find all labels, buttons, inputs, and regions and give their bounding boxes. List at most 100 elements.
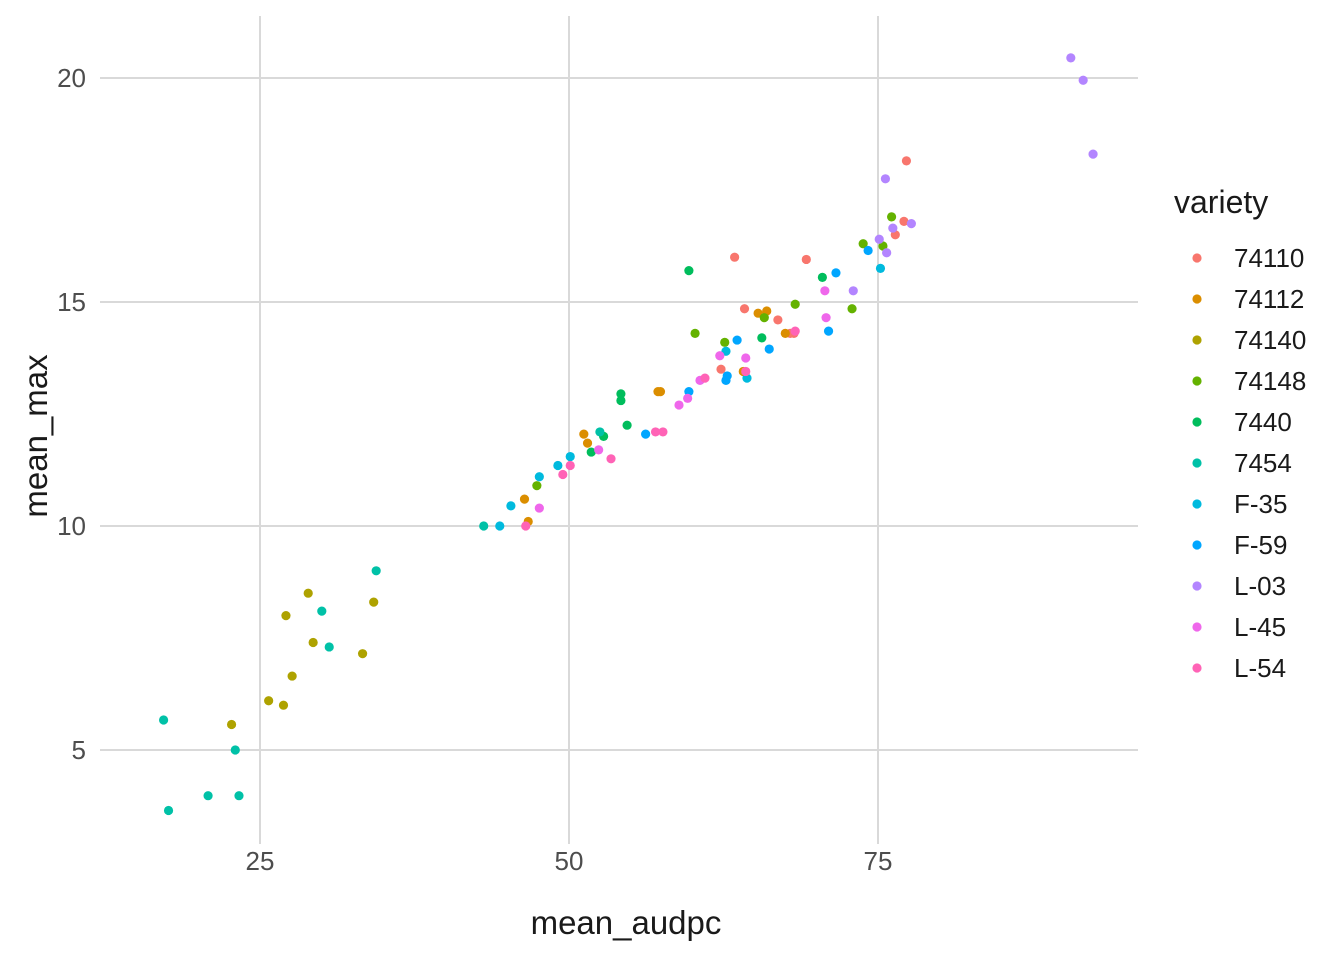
legend-key	[1192, 540, 1202, 550]
data-point	[369, 597, 379, 607]
data-point	[594, 445, 604, 455]
data-point	[616, 395, 626, 406]
data-point	[658, 427, 668, 437]
data-point	[655, 387, 666, 397]
legend-key	[1192, 335, 1202, 345]
data-point	[764, 344, 774, 354]
data-point	[158, 715, 169, 725]
data-point	[821, 313, 831, 323]
data-point	[732, 335, 742, 345]
data-point	[831, 268, 841, 278]
y-tick-label: 20	[57, 63, 86, 93]
legend-key	[1192, 417, 1202, 427]
y-axis-title: mean_max	[17, 354, 54, 518]
data-point	[1066, 53, 1076, 63]
data-point	[287, 671, 297, 681]
legend-item: 74112	[1192, 284, 1304, 314]
legend-item: F-35	[1192, 489, 1287, 519]
data-point	[622, 420, 632, 430]
data-point	[371, 566, 381, 576]
legend-item: 7454	[1192, 448, 1292, 478]
data-point	[579, 429, 589, 439]
data-point	[901, 156, 912, 166]
data-point	[519, 494, 530, 504]
data-point	[317, 606, 327, 616]
data-point	[773, 315, 783, 325]
legend-key	[1192, 294, 1202, 304]
data-point	[521, 521, 531, 531]
data-point	[790, 326, 800, 336]
x-tick-label: 25	[246, 846, 275, 876]
data-point	[565, 451, 575, 462]
data-point	[858, 239, 868, 249]
data-point	[874, 234, 884, 244]
data-point	[582, 438, 593, 448]
y-tick-label: 5	[72, 735, 86, 765]
data-point	[230, 745, 240, 755]
data-point	[303, 588, 313, 598]
data-point	[324, 642, 334, 652]
legend-item: L-03	[1192, 571, 1286, 601]
data-point	[641, 429, 651, 439]
data-point	[722, 371, 732, 381]
legend-item: 7440	[1192, 407, 1292, 437]
legend-label: F-59	[1234, 530, 1287, 560]
data-point	[595, 427, 605, 437]
legend-item: F-59	[1192, 530, 1287, 560]
legend-item: L-54	[1192, 653, 1286, 683]
data-point	[875, 263, 886, 273]
tick-labels: 25 50 75 5 10 15 20	[57, 63, 892, 876]
data-point	[801, 254, 811, 265]
data-point	[357, 649, 368, 659]
x-tick-label: 75	[864, 846, 893, 876]
legend-key	[1192, 376, 1202, 386]
data-point	[495, 521, 505, 531]
data-point	[888, 223, 898, 233]
data-point	[848, 286, 858, 296]
legend-label: 74112	[1234, 284, 1304, 314]
data-point	[558, 469, 568, 480]
legend-label: 7454	[1234, 448, 1292, 478]
legend-title: variety	[1174, 184, 1268, 220]
data-point	[163, 805, 174, 816]
data-point	[281, 611, 291, 621]
data-point	[1088, 149, 1098, 159]
data-point	[899, 216, 909, 226]
data-point	[203, 791, 213, 801]
data-point	[1078, 75, 1088, 85]
data-point	[878, 241, 888, 251]
x-tick-label: 50	[555, 846, 584, 876]
legend-label: L-45	[1234, 612, 1286, 642]
data-point	[715, 351, 725, 361]
legend-item: 74110	[1192, 243, 1304, 273]
data-point	[741, 353, 751, 363]
y-tick-label: 10	[57, 511, 86, 541]
data-point	[479, 521, 489, 531]
legend-item: 74140	[1192, 325, 1306, 355]
data-point	[823, 326, 834, 336]
data-point	[847, 304, 857, 314]
data-point	[226, 719, 237, 730]
legend-label: L-03	[1234, 571, 1286, 601]
data-point	[690, 328, 700, 338]
data-point	[532, 481, 542, 491]
data-point	[886, 212, 897, 222]
legend-key	[1192, 622, 1202, 632]
legend-key	[1192, 581, 1202, 591]
data-point	[506, 501, 516, 511]
legend-label: L-54	[1234, 653, 1286, 683]
legend: variety 74110 74112 74140 74148 7440 7454 F-35…	[1174, 184, 1306, 683]
data-point	[700, 373, 710, 383]
data-point	[882, 248, 892, 258]
legend-key	[1192, 458, 1202, 468]
data-point	[759, 313, 769, 323]
data-point	[534, 472, 544, 482]
data-point	[606, 454, 616, 464]
data-point	[730, 252, 740, 262]
legend-key	[1192, 663, 1202, 673]
data-point	[720, 337, 730, 347]
data-point	[739, 304, 750, 314]
data-point	[684, 266, 694, 276]
legend-item: L-45	[1192, 612, 1286, 642]
legend-key	[1192, 253, 1202, 263]
